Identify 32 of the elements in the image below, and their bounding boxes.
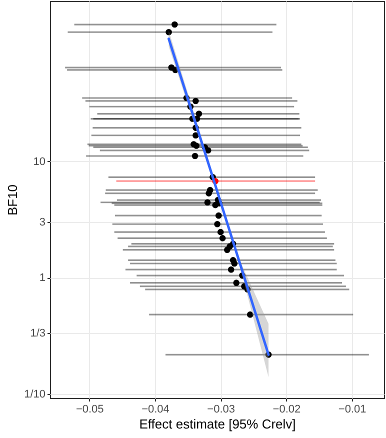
y-axis-title: BF10 [5, 184, 20, 216]
point [196, 110, 202, 117]
point [214, 220, 220, 228]
point [212, 202, 219, 208]
x-tick-label: −0.05 [76, 404, 104, 416]
point [204, 147, 212, 154]
y-tick-label: 10 [33, 156, 46, 168]
point [224, 246, 230, 254]
x-axis-title: Effect estimate [95% Crelv] [139, 416, 296, 432]
point [233, 280, 240, 286]
x-tick-label: −0.02 [272, 404, 301, 416]
point [193, 142, 200, 149]
point [217, 228, 224, 236]
y-tick-label: 1 [39, 272, 46, 284]
point [246, 311, 254, 318]
point [219, 235, 226, 242]
point [192, 132, 199, 139]
x-tick-label: −0.04 [142, 404, 170, 416]
point [228, 266, 234, 273]
x-tick-label: −0.03 [207, 404, 236, 416]
point [192, 98, 199, 104]
x-tick-label: −0.01 [338, 404, 366, 416]
point [172, 21, 178, 28]
point [166, 28, 172, 36]
y-tick-label: 3 [39, 216, 46, 229]
point [192, 152, 198, 160]
point [204, 199, 211, 206]
point [206, 186, 214, 194]
y-tick-label: 1/3 [30, 328, 46, 340]
point [231, 260, 238, 267]
y-tick-label: 1/10 [24, 388, 46, 400]
point [215, 212, 222, 219]
